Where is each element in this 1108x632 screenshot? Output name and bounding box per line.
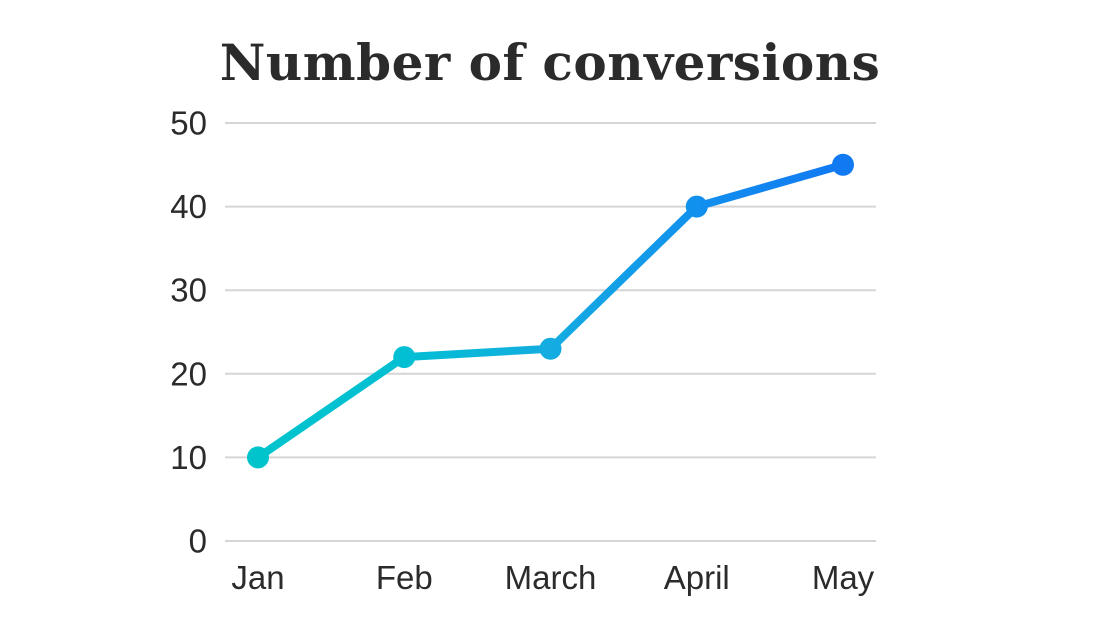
- y-tick-label-0: 0: [189, 523, 207, 560]
- y-tick-label-50: 50: [170, 105, 207, 142]
- x-tick-label-april: April: [664, 559, 730, 596]
- data-point-may: [832, 153, 854, 176]
- x-tick-label-jan: Jan: [231, 559, 284, 596]
- y-tick-label-10: 10: [170, 439, 207, 476]
- x-tick-label-may: May: [812, 559, 875, 596]
- x-tick-label-feb: Feb: [376, 559, 433, 596]
- y-tick-label-30: 30: [170, 272, 207, 309]
- data-point-feb: [393, 346, 416, 369]
- x-tick-label-march: March: [505, 559, 597, 596]
- data-point-jan: [247, 446, 269, 469]
- chart-title: Number of conversions: [219, 33, 881, 92]
- y-tick-label-40: 40: [170, 188, 207, 225]
- data-point-april: [685, 195, 708, 218]
- series-line-conversions: [254, 160, 847, 462]
- y-tick-label-20: 20: [170, 355, 207, 392]
- data-point-march: [539, 337, 562, 360]
